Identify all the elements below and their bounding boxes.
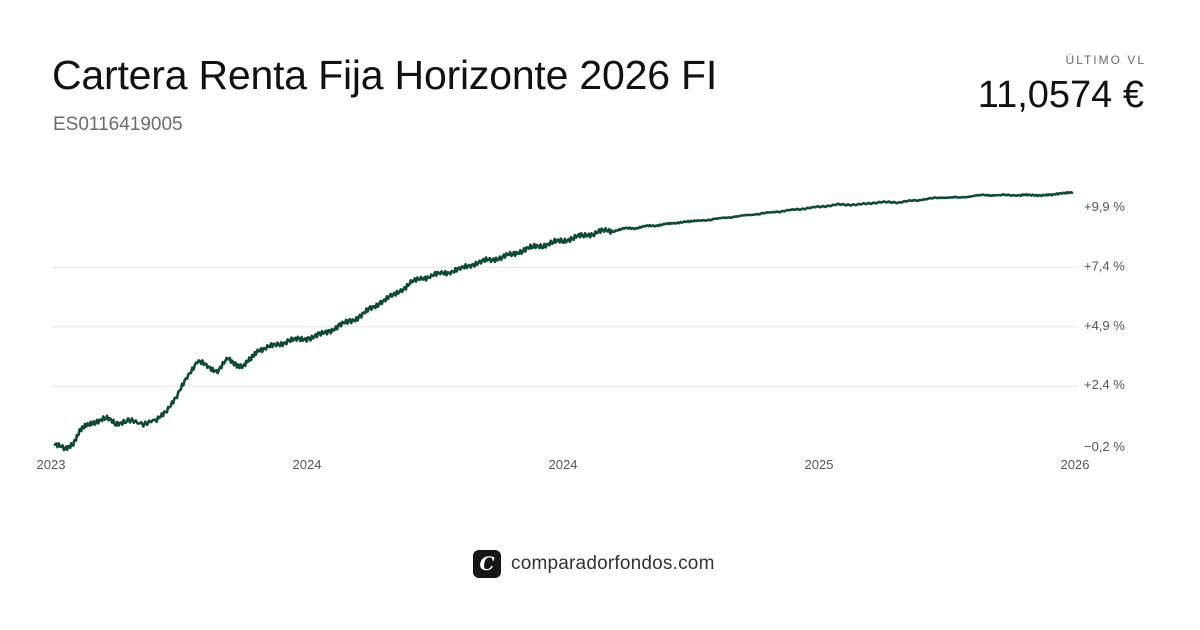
brand-logo-icon: C <box>473 550 501 578</box>
y-tick-label: +7,4 % <box>1084 258 1125 273</box>
x-tick-label: 2023 <box>37 457 66 472</box>
y-tick-label: −0,2 % <box>1084 439 1125 454</box>
grid-lines <box>52 266 1078 387</box>
y-tick-label: +4,9 % <box>1084 318 1125 333</box>
series-layer <box>53 190 1074 452</box>
x-tick-label: 2026 <box>1061 457 1090 472</box>
y-tick-label: +9,9 % <box>1084 199 1125 214</box>
x-tick-label: 2024 <box>293 457 322 472</box>
nav-label: ÚLTIMO VL <box>1065 53 1146 67</box>
y-tick-label: +2,4 % <box>1084 377 1125 392</box>
fund-isin: ES0116419005 <box>53 114 183 135</box>
x-tick-labels: 2023 2024 2024 2025 2026 <box>37 457 1090 472</box>
nav-value: 11,0574 € <box>977 74 1144 116</box>
fund-title: Cartera Renta Fija Horizonte 2026 FI <box>52 52 718 98</box>
series-line <box>53 190 1074 452</box>
brand-site-link[interactable]: comparadorfondos.com <box>511 553 715 574</box>
x-tick-label: 2025 <box>805 457 834 472</box>
x-tick-label: 2024 <box>549 457 578 472</box>
y-tick-labels: −0,2 % +2,4 % +4,9 % +7,4 % +9,9 % <box>1084 199 1125 454</box>
brand[interactable]: C comparadorfondos.com <box>473 550 715 578</box>
